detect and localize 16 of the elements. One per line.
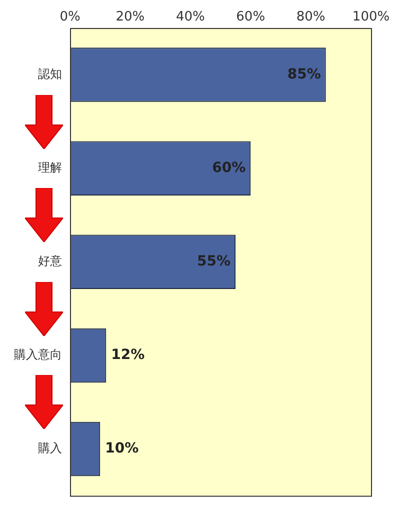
data-label: 10%: [105, 440, 139, 457]
data-label: 85%: [287, 66, 321, 82]
y-tick-label: 認知: [38, 66, 62, 81]
x-tick-label: 0%: [60, 10, 80, 25]
y-tick-label: 購入: [38, 441, 62, 456]
y-tick-label: 理解: [38, 160, 62, 174]
data-label: 12%: [111, 347, 145, 364]
data-label: 55%: [197, 254, 231, 270]
x-tick-label: 100%: [352, 10, 390, 25]
x-tick-label: 80%: [296, 10, 326, 25]
y-tick-label: 購入意向: [14, 348, 62, 362]
data-label: 60%: [212, 160, 246, 176]
x-tick-label: 40%: [176, 10, 205, 25]
x-tick-label: 20%: [116, 10, 145, 25]
x-tick-label: 60%: [236, 10, 266, 25]
y-tick-label: 好意: [38, 254, 62, 268]
